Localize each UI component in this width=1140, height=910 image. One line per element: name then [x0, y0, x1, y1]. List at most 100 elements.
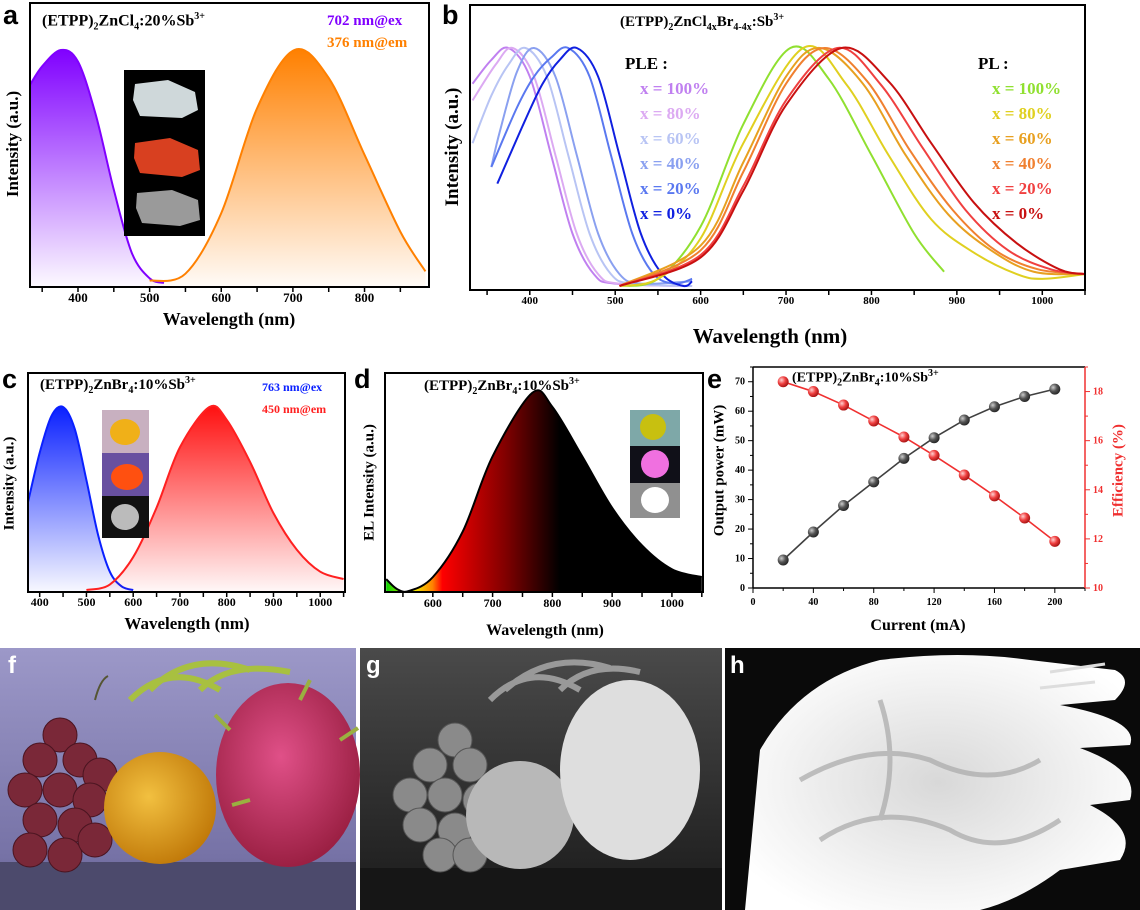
panel-letter-e: e: [707, 364, 723, 394]
background-streaks: [1039, 662, 1106, 690]
legend-c-ex: 763 nm@ex: [262, 380, 323, 394]
panel-c-x-tick-label: 900: [264, 595, 282, 609]
output-power-marker: [1019, 390, 1031, 402]
panel-c-xlabel: Wavelength (nm): [124, 614, 250, 633]
panel-b-frame: [469, 4, 1086, 291]
grape: [22, 802, 58, 838]
output-power-marker: [1049, 383, 1061, 395]
panel-d-frame: [384, 372, 704, 593]
panel-e-ylabel-right: Efficiency (%): [1110, 424, 1127, 517]
panel-c-x-tick-label: 400: [31, 595, 49, 609]
grape: [412, 747, 448, 783]
pl-legend-item: x = 0%: [992, 204, 1045, 223]
panel-b-x-tick-label: 400: [522, 295, 539, 307]
panel-d-xlabel: Wavelength (nm): [486, 622, 604, 639]
panel-d-x-tick-label: 600: [424, 596, 442, 610]
title-segment: :10%Sb: [879, 370, 929, 386]
dragon-fruit: [560, 680, 700, 860]
title-segment: (ETPP): [40, 377, 89, 393]
panel-e-y-right-tick-label: 10: [1093, 583, 1103, 594]
ple-curve: [490, 47, 693, 285]
efficiency-line: [782, 380, 1056, 542]
title-segment: :20%Sb: [139, 12, 195, 30]
panel-e-y-left-tick-label: 40: [735, 465, 745, 476]
panel-letter-d: d: [354, 364, 371, 394]
dragon-fruit: [216, 683, 360, 867]
grape: [7, 772, 43, 808]
legend-a-em: 376 nm@em: [327, 35, 408, 51]
efficiency-marker: [777, 376, 789, 388]
panel-a-title: (ETPP)2ZnCl4:20%Sb3+: [42, 11, 205, 33]
panel-e-y-left-tick-label: 10: [735, 554, 745, 565]
panel-e-x-tick-label: 0: [751, 597, 756, 608]
panel-b-ylabel: Intensity (a.u.): [442, 87, 463, 207]
title-segment: ZnCl: [98, 12, 135, 30]
grape: [42, 717, 78, 753]
pl-curve: [619, 46, 1086, 287]
panel-c-ylabel: Intensity (a.u.): [1, 436, 18, 531]
legend-a-ex: 702 nm@ex: [327, 13, 403, 29]
photo-f-fruits-visible: [0, 648, 360, 910]
ple-legend-item: x = 40%: [640, 154, 701, 173]
panel-d-title: (ETPP)2ZnBr4:10%Sb3+: [424, 376, 580, 397]
ple-curve: [471, 46, 693, 287]
grape: [12, 832, 48, 868]
panel-letter-h: h: [730, 652, 745, 679]
hand: [745, 655, 1132, 910]
panel-a-x-tick-label: 600: [212, 290, 232, 305]
title-segment: 4: [134, 21, 140, 33]
panel-a-x-tick-label: 800: [355, 290, 375, 305]
grape: [402, 807, 438, 843]
output-power-marker: [928, 432, 940, 444]
pl-legend-item: x = 40%: [992, 154, 1053, 173]
panel-a-x-tick-label: 400: [68, 290, 88, 305]
panel-d-ylabel: EL Intensity (a.u.): [361, 424, 378, 541]
photo-g-fruits-nir: [360, 648, 722, 910]
efficiency-marker: [838, 399, 850, 411]
pl-curve: [619, 46, 1086, 287]
ple-legend-header: PLE :: [625, 54, 668, 73]
panel-letter-a: a: [3, 0, 19, 30]
title-segment: (ETPP): [620, 14, 669, 30]
panel-e-y-right-tick-label: 12: [1093, 534, 1103, 545]
efficiency-marker: [868, 415, 880, 427]
panel-b-x-tick-label: 1000: [1031, 295, 1054, 307]
grape: [42, 772, 78, 808]
panel-d-x-tick-label: 700: [484, 596, 502, 610]
panel-c-frame: [27, 372, 346, 593]
panel-a-x-tick-label: 700: [283, 290, 303, 305]
panel-b-x-tick-label: 700: [778, 295, 795, 307]
panel-e-y-left-tick-label: 30: [735, 495, 745, 506]
crystal-photo-gray: [136, 190, 200, 226]
efficiency-marker: [1019, 512, 1031, 524]
panel-b-x-tick-label: 800: [863, 295, 880, 307]
title-segment: Br: [716, 14, 734, 30]
title-segment: ZnCl: [673, 14, 707, 30]
ple-legend-item: x = 60%: [640, 129, 701, 148]
panel-a-xlabel: Wavelength (nm): [162, 309, 296, 329]
title-segment: 2: [837, 377, 843, 389]
title-segment: 2: [668, 22, 674, 33]
efficiency-marker: [958, 469, 970, 481]
crystal-photo-gray: [111, 504, 139, 530]
title-segment: ZnBr: [842, 370, 875, 386]
dragon-fruit-leaves: [127, 660, 291, 703]
output-power-marker: [777, 554, 789, 566]
emission-spectrum: [86, 404, 344, 591]
title-segment: :10%Sb: [133, 377, 186, 393]
panel-e-x-tick-label: 80: [869, 597, 879, 608]
crystal-photo-yellow: [110, 419, 140, 445]
title-segment: 4-4x: [733, 22, 752, 33]
pl-legend-item: x = 20%: [992, 179, 1053, 198]
output-power-marker: [988, 401, 1000, 413]
panel-e-x-tick-label: 200: [1047, 597, 1062, 608]
efficiency-marker: [928, 449, 940, 461]
panel-c-x-tick-label: 1000: [308, 595, 332, 609]
title-segment: 2: [93, 21, 99, 33]
output-power-marker: [807, 526, 819, 538]
grape: [47, 837, 83, 873]
crystal-photo-daylight: [133, 80, 198, 118]
panel-b-x-tick-label: 900: [949, 295, 966, 307]
dragon-fruit-scales: [213, 679, 360, 807]
panel-e-y-left-tick-label: 50: [735, 436, 745, 447]
